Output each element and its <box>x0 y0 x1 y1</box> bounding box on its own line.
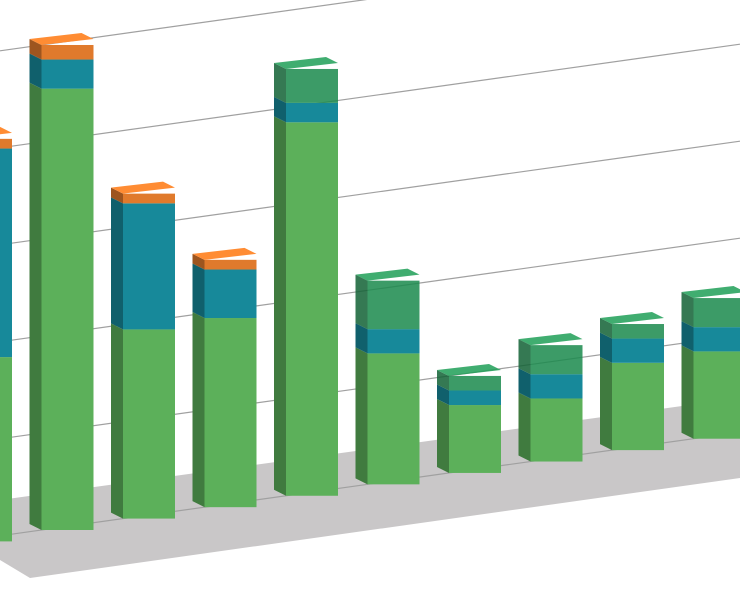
bar-side <box>681 345 694 439</box>
bar-segment <box>123 203 175 330</box>
bar-top <box>437 363 501 376</box>
bar-segment <box>286 122 338 496</box>
bar-side <box>600 332 612 363</box>
bar-segment <box>693 298 740 328</box>
bar-segment <box>693 351 740 439</box>
bar-side <box>29 53 42 89</box>
bar-top <box>518 333 583 346</box>
bar-segment <box>367 353 420 485</box>
bar-side <box>600 318 612 339</box>
bar-segment <box>286 102 338 123</box>
bar-side <box>518 339 531 375</box>
bar-segment <box>0 357 12 542</box>
bar-segment <box>612 362 664 451</box>
bar-segment <box>204 269 257 319</box>
bar-side <box>192 312 205 508</box>
bar-side <box>355 274 368 330</box>
bar-side <box>29 82 42 530</box>
bar-segment <box>367 329 420 354</box>
bar-side <box>192 253 205 270</box>
bar-segment <box>41 88 94 530</box>
bar-segment <box>123 329 175 519</box>
bar-top <box>29 32 94 45</box>
bar-segment <box>204 318 257 508</box>
bar-side <box>192 263 205 319</box>
bar-top <box>600 312 664 325</box>
bar-top <box>355 268 420 281</box>
bar-side <box>518 368 531 399</box>
bar-side <box>29 38 42 60</box>
bar-top <box>274 56 338 69</box>
bar-segment <box>41 59 94 89</box>
bar-side <box>111 323 123 519</box>
bar-side <box>274 62 286 103</box>
bar-side <box>681 292 694 328</box>
bar-segment <box>449 375 501 391</box>
bar-segment <box>612 324 664 339</box>
bar-top <box>0 126 12 135</box>
bar-side <box>111 197 123 330</box>
bar-segment <box>0 138 12 149</box>
bar-side <box>437 399 449 473</box>
grid-line <box>0 43 740 149</box>
bar-segment <box>693 327 740 352</box>
bar-segment <box>204 259 257 270</box>
bar-segment <box>123 193 175 204</box>
bar-segment <box>449 390 501 406</box>
bar-top <box>192 247 257 260</box>
bar-segment <box>286 68 338 103</box>
bar-segment <box>612 338 664 363</box>
bar-segment <box>0 148 12 358</box>
bar-top <box>111 181 175 194</box>
bar-segment <box>530 345 583 375</box>
bar-side <box>437 369 449 391</box>
bar-segment <box>449 405 501 473</box>
bar-segment <box>530 374 583 399</box>
bar-side <box>437 384 449 406</box>
bar-side <box>600 356 612 451</box>
bar-segment <box>41 44 94 60</box>
grid-line <box>0 0 368 52</box>
bar-side <box>355 347 368 485</box>
bar-side <box>681 321 694 352</box>
bar-side <box>355 323 368 354</box>
bar-segment <box>367 280 420 330</box>
bar-top <box>681 286 740 299</box>
bar-side <box>111 187 123 204</box>
bar-side <box>518 392 531 462</box>
bar-side <box>274 96 286 123</box>
bar-segment <box>530 398 583 462</box>
bar-side <box>274 116 286 496</box>
